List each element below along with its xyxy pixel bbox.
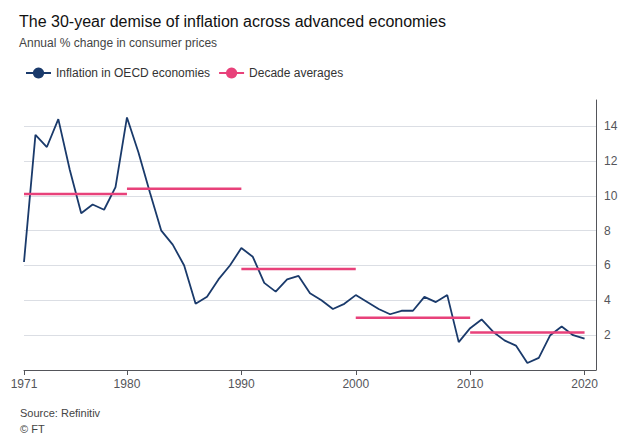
svg-text:Annual % change in consumer pr: Annual % change in consumer prices (19, 36, 217, 50)
svg-text:The 30-year demise of inflatio: The 30-year demise of inflation across a… (19, 13, 446, 30)
svg-text:4: 4 (604, 293, 611, 307)
svg-text:2: 2 (604, 328, 611, 342)
svg-text:1980: 1980 (114, 377, 141, 391)
svg-text:© FT: © FT (20, 423, 45, 435)
svg-text:Inflation in OECD economies: Inflation in OECD economies (56, 66, 210, 80)
svg-text:1990: 1990 (228, 377, 255, 391)
svg-text:Source: Refinitiv: Source: Refinitiv (20, 407, 101, 419)
svg-text:1971: 1971 (11, 377, 38, 391)
svg-text:14: 14 (604, 119, 618, 133)
svg-text:6: 6 (604, 258, 611, 272)
svg-text:10: 10 (604, 189, 618, 203)
svg-text:2020: 2020 (571, 377, 598, 391)
svg-text:2000: 2000 (342, 377, 369, 391)
svg-text:8: 8 (604, 224, 611, 238)
svg-text:Decade averages: Decade averages (249, 66, 343, 80)
svg-text:2010: 2010 (457, 377, 484, 391)
svg-text:12: 12 (604, 154, 618, 168)
